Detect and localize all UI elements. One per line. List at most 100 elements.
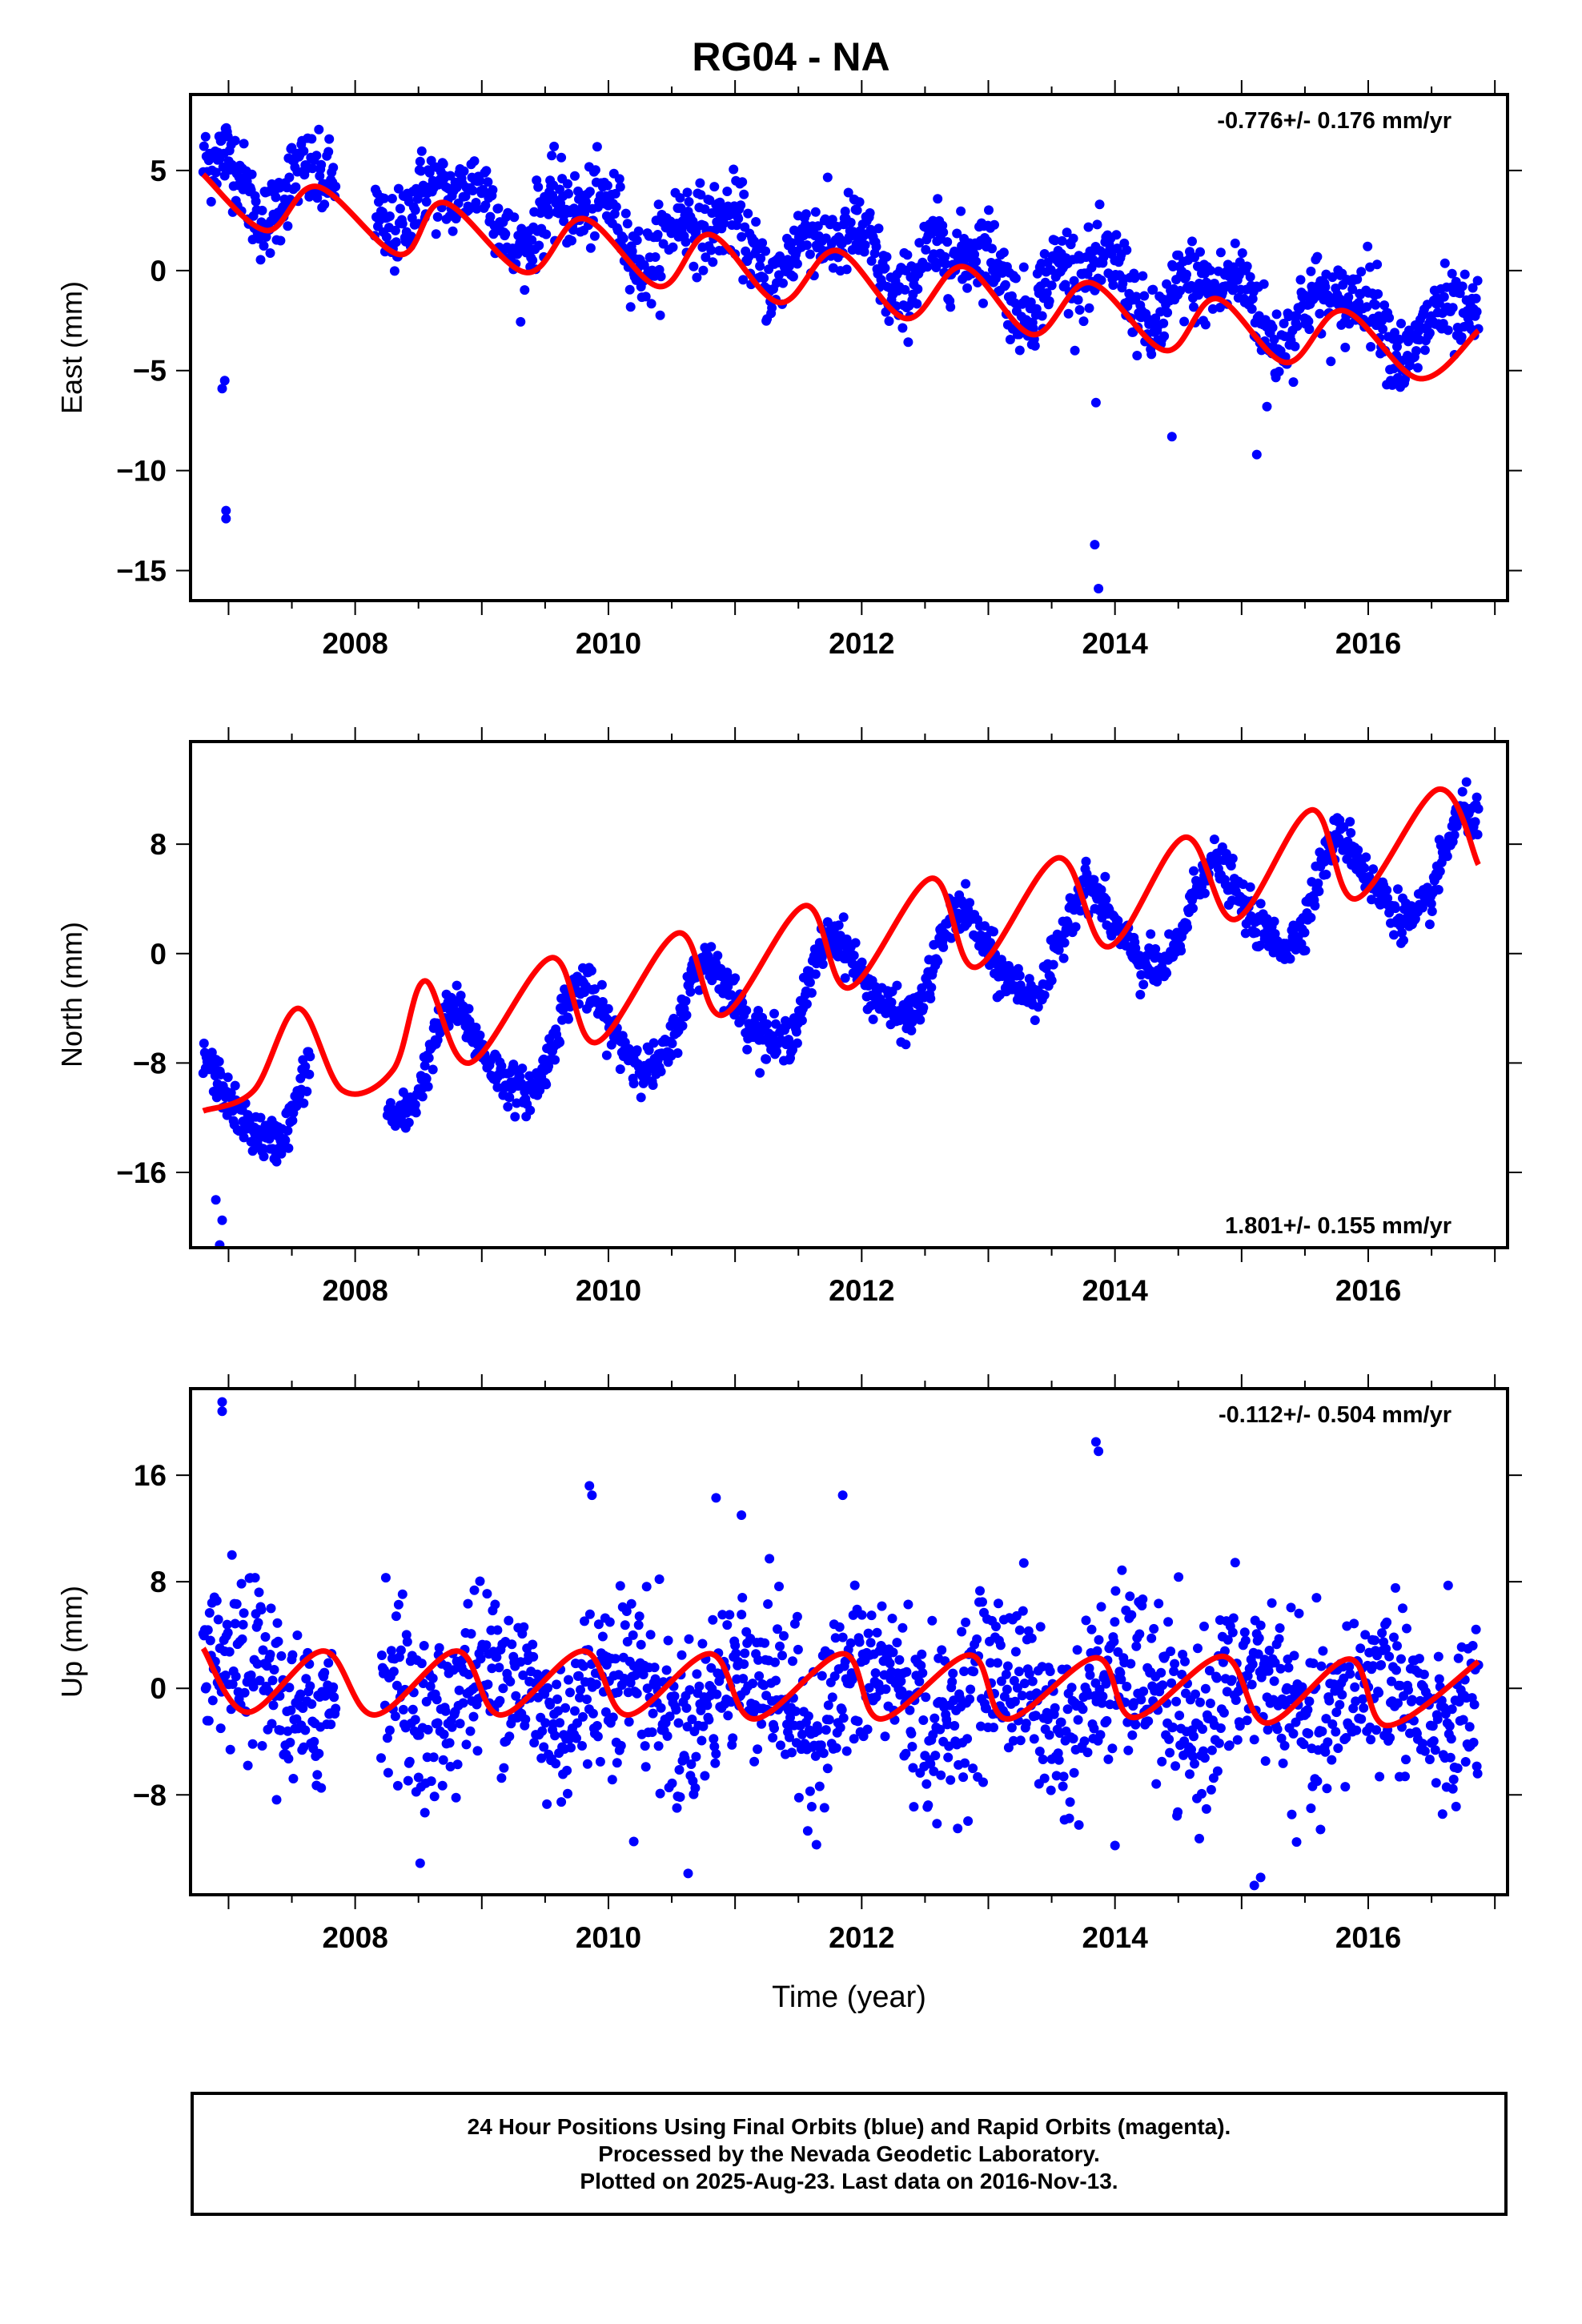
up-data-point — [946, 1775, 956, 1785]
up-data-point — [692, 1669, 702, 1679]
up-data-point — [238, 1619, 248, 1630]
up-data-point — [709, 1741, 720, 1751]
up-data-point — [307, 1699, 317, 1709]
up-data-point — [1351, 1696, 1361, 1707]
up-data-point — [309, 1736, 319, 1747]
up-data-point — [1190, 1759, 1199, 1769]
east-data-point — [801, 240, 812, 251]
up-data-point — [901, 1748, 911, 1759]
east-data-point — [1046, 280, 1057, 291]
up-data-point — [1214, 1738, 1224, 1748]
east-data-point — [1304, 324, 1315, 335]
up-data-point — [989, 1723, 998, 1733]
east-data-point — [897, 323, 908, 333]
up-data-point — [640, 1741, 650, 1751]
up-data-point — [824, 1715, 834, 1725]
up-data-point — [648, 1708, 658, 1719]
up-data-point — [432, 1718, 443, 1728]
up-data-point — [770, 1657, 780, 1667]
up-data-point — [723, 1711, 733, 1721]
east-data-point — [841, 264, 852, 275]
east-data-point — [1365, 262, 1375, 272]
north-data-point — [1188, 903, 1198, 914]
east-data-point — [460, 191, 471, 202]
east-data-point — [468, 186, 478, 195]
up-data-point — [1286, 1602, 1296, 1613]
up-data-point — [1018, 1558, 1029, 1568]
north-data-point — [677, 1021, 688, 1031]
up-data-point — [582, 1759, 592, 1769]
east-data-point — [1447, 303, 1458, 313]
north-data-point — [791, 1027, 801, 1037]
up-data-point — [1173, 1807, 1183, 1817]
east-data-point — [1373, 289, 1383, 300]
up-data-point — [540, 1718, 551, 1728]
east-data-point — [271, 192, 281, 203]
east-data-point — [1340, 342, 1351, 352]
east-data-point — [622, 219, 632, 229]
up-data-point — [1350, 1682, 1360, 1692]
up-data-point — [384, 1725, 395, 1735]
up-data-point — [254, 1587, 264, 1598]
north-data-point — [1058, 953, 1069, 963]
east-data-point — [761, 246, 771, 256]
up-data-point — [580, 1616, 589, 1626]
up-data-point — [542, 1799, 552, 1809]
up-data-point — [709, 1734, 719, 1744]
up-data-point — [1012, 1683, 1022, 1693]
north-data-point — [685, 987, 696, 997]
up-data-point — [429, 1791, 440, 1802]
east-data-point — [1290, 341, 1300, 352]
east-data-point — [567, 235, 576, 246]
up-data-point — [854, 1637, 865, 1647]
east-data-point — [1010, 298, 1020, 308]
east-data-point — [549, 141, 560, 151]
up-data-point — [1337, 1690, 1347, 1700]
up-data-point — [1376, 1660, 1387, 1670]
up-data-point — [1116, 1675, 1126, 1685]
up-data-point — [404, 1756, 415, 1767]
up-data-point — [555, 1718, 565, 1728]
east-data-point — [448, 226, 458, 236]
east-data-point — [873, 223, 884, 234]
up-data-point — [976, 1721, 986, 1731]
north-y-tick-label: −16 — [116, 1156, 167, 1189]
north-data-point — [258, 1144, 268, 1154]
up-data-point — [1472, 1761, 1482, 1771]
up-data-point — [1272, 1724, 1283, 1735]
east-data-point — [283, 221, 293, 231]
east-data-point — [1439, 292, 1449, 302]
east-data-point — [406, 231, 416, 242]
east-data-point — [719, 218, 729, 228]
north-data-point — [214, 1056, 224, 1067]
up-data-point — [482, 1589, 492, 1599]
north-data-point — [503, 1102, 513, 1112]
north-y-tick-label: −8 — [133, 1047, 167, 1080]
up-data-point — [1331, 1727, 1341, 1737]
up-data-point — [1447, 1704, 1457, 1715]
east-data-point — [827, 215, 837, 225]
east-data-point — [1026, 297, 1036, 308]
up-data-point — [445, 1762, 456, 1771]
north-data-point — [1314, 887, 1324, 896]
east-data-point — [1092, 219, 1102, 230]
up-data-point — [1381, 1643, 1391, 1654]
up-data-point — [1166, 1647, 1176, 1656]
east-data-point — [431, 229, 441, 239]
up-data-point — [1263, 1666, 1274, 1676]
up-data-point — [638, 1670, 648, 1679]
up-data-point — [201, 1682, 211, 1692]
up-data-point — [1211, 1673, 1222, 1683]
up-data-point — [943, 1752, 954, 1763]
north-data-point — [1442, 851, 1452, 862]
up-data-point — [1375, 1771, 1385, 1782]
north-x-tick-label: 2008 — [322, 1274, 387, 1307]
up-data-point — [1200, 1683, 1211, 1694]
east-data-point — [1050, 235, 1060, 246]
east-data-point — [1207, 304, 1218, 314]
up-data-point — [656, 1703, 666, 1713]
up-data-point — [528, 1639, 538, 1650]
up-data-point — [1110, 1617, 1120, 1627]
up-data-point — [1044, 1730, 1054, 1740]
up-data-point — [792, 1611, 802, 1622]
